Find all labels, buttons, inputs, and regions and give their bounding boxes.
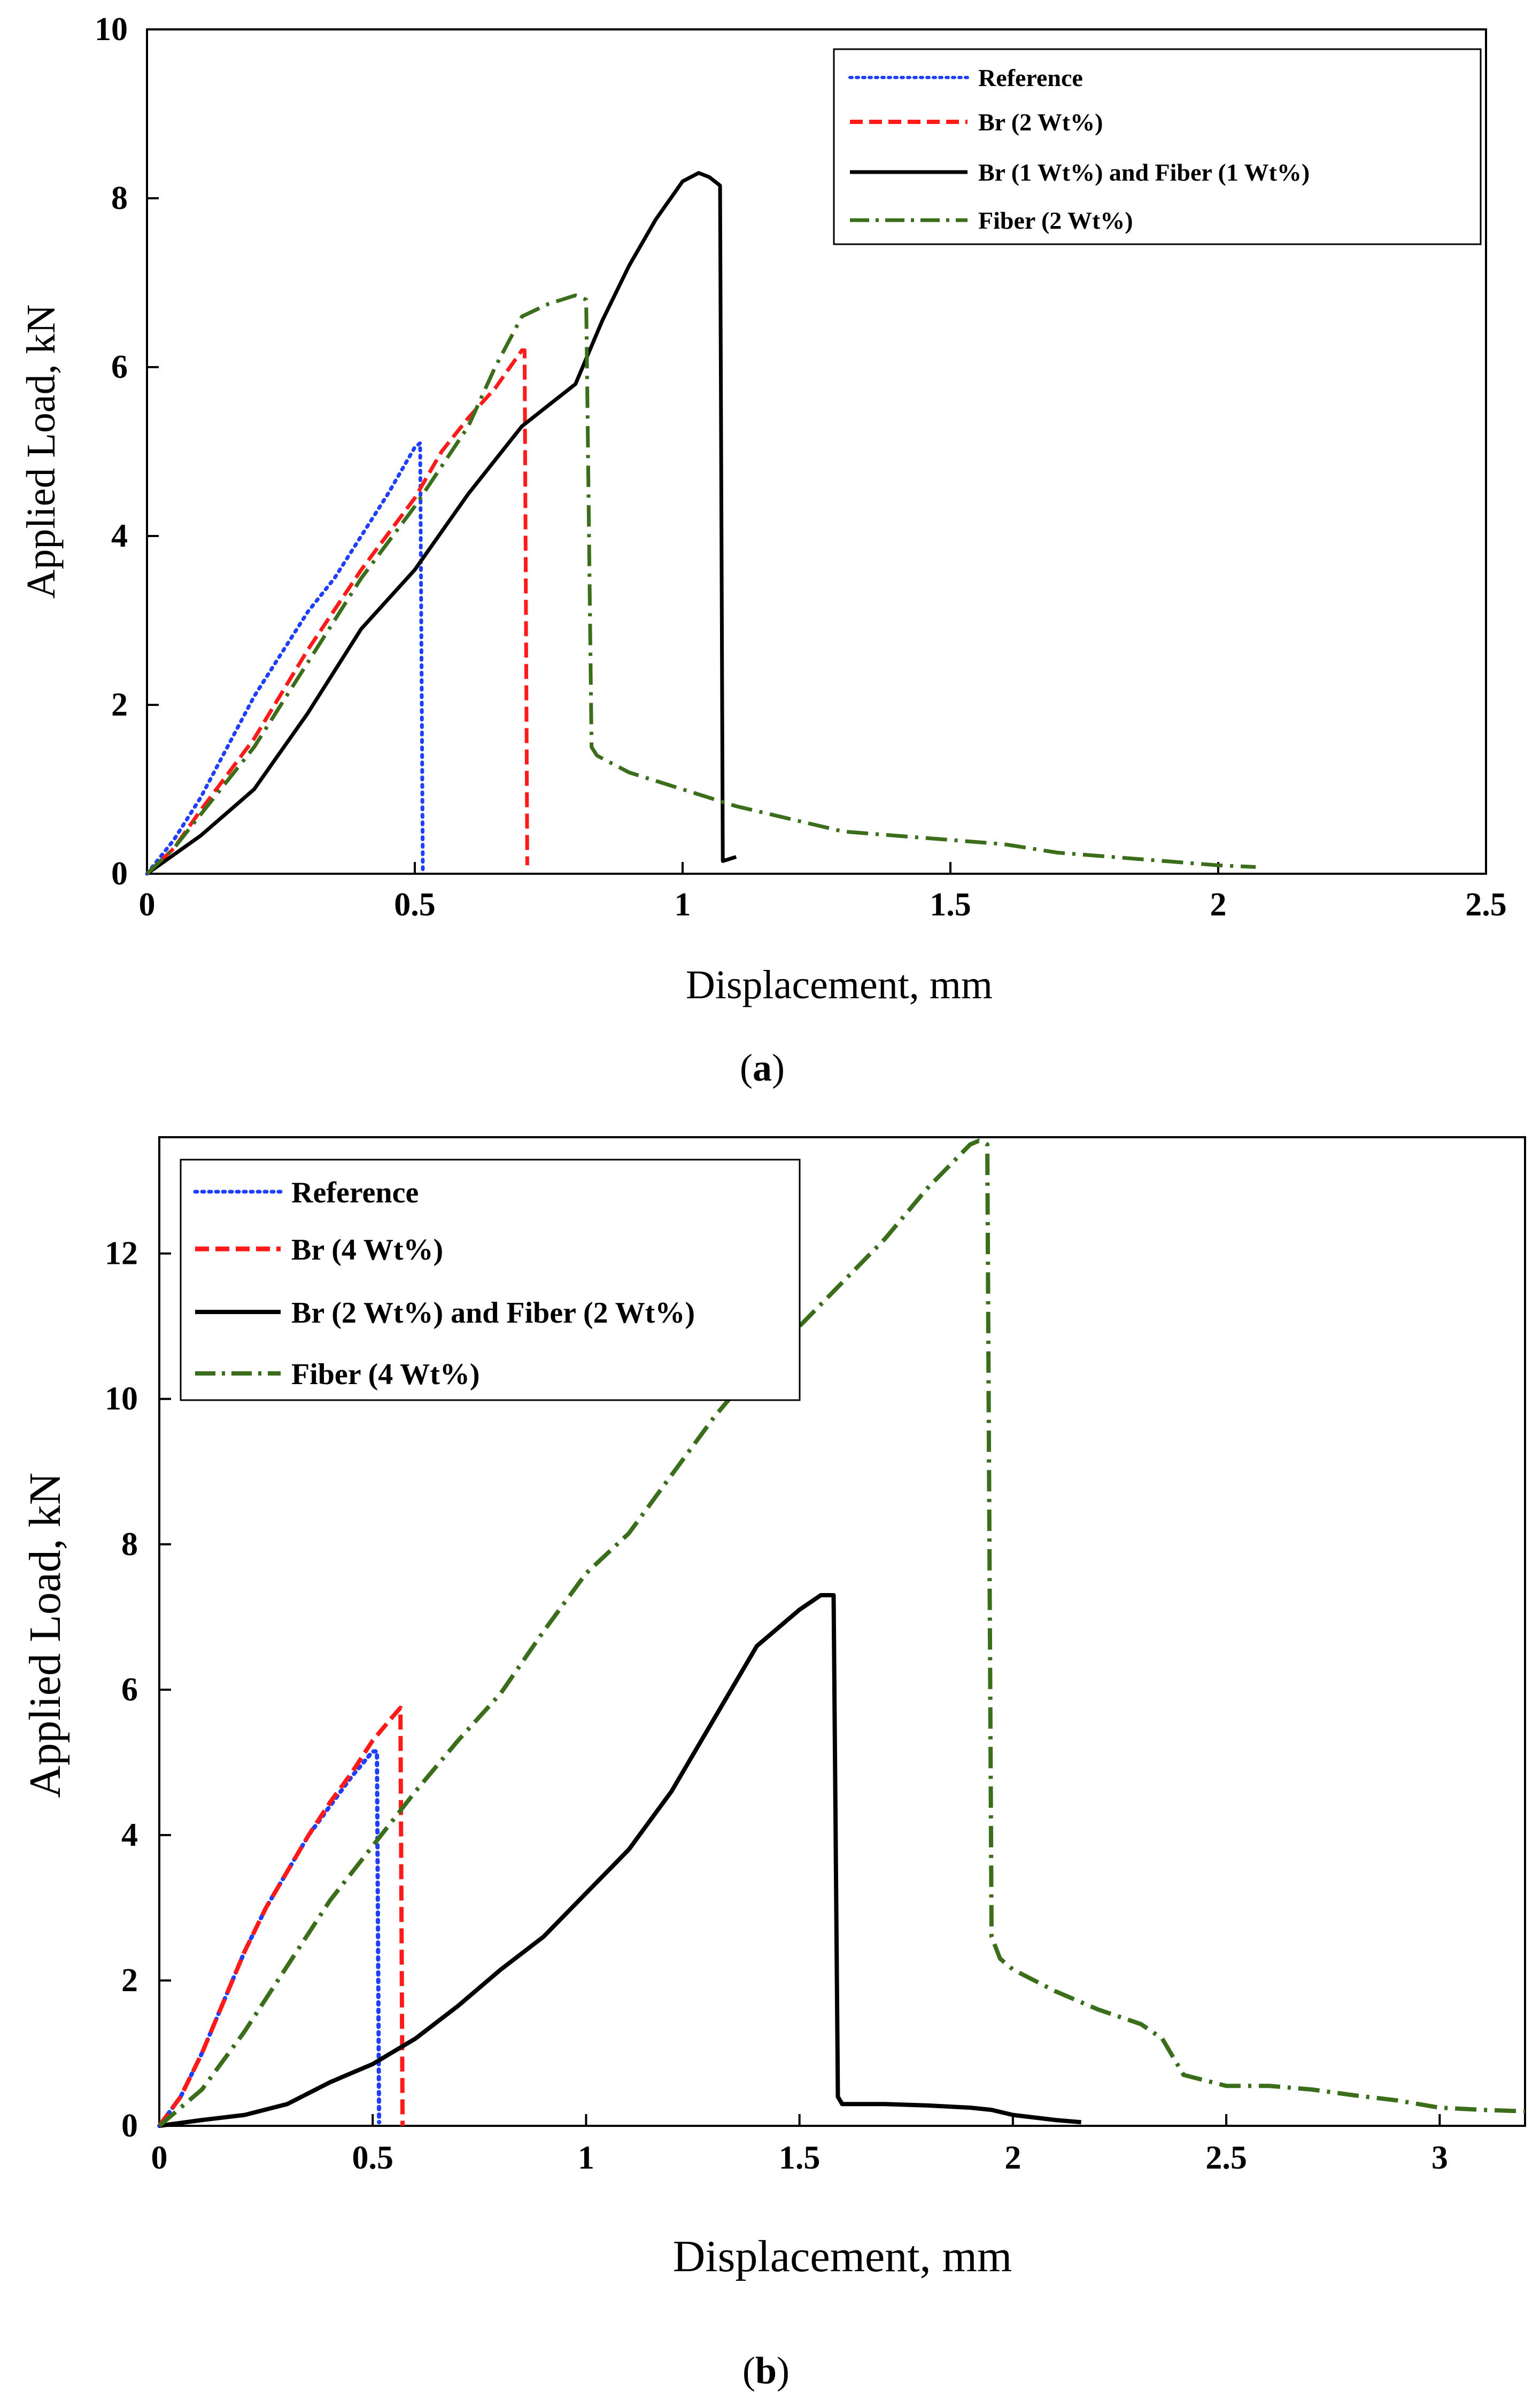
x-tick-label-b-4: 2 [1004, 2140, 1021, 2176]
legend-label-a-3: Fiber (2 Wt%) [978, 207, 1133, 234]
x-tick-label-a-2: 1 [675, 887, 691, 923]
legend-item-a-1: Br (2 Wt%) [850, 108, 1103, 136]
y-tick-labels-a: 0 2 4 6 8 10 [95, 11, 128, 892]
x-tick-label-b-3: 1.5 [779, 2140, 821, 2176]
x-tick-label-a-1: 0.5 [394, 887, 436, 923]
legend-item-b-0: Reference [193, 1176, 419, 1209]
series-line-b-3 [158, 1138, 1526, 2128]
y-tick-label-b-3: 6 [121, 1672, 138, 1708]
y-tick-label-a-0: 0 [111, 856, 128, 892]
legend-box-b [180, 1159, 801, 1401]
x-tick-label-b-0: 0 [151, 2140, 168, 2176]
legend-item-b-3: Fiber (4 Wt%) [195, 1358, 480, 1391]
series-line-b-1 [157, 1705, 405, 2127]
panel-letter-a: a [753, 1046, 772, 1089]
legend-b: Reference Br (4 Wt%) Br (2 Wt%) and Fibe… [180, 1159, 801, 1401]
y-tick-label-a-5: 10 [95, 11, 128, 48]
y-axis-label-b: Applied Load, kN [20, 1473, 70, 1798]
x-tick-label-b-2: 1 [578, 2140, 594, 2176]
legend-label-b-0: Reference [291, 1176, 419, 1209]
series-line-a-2 [145, 171, 737, 875]
x-tick-label-a-0: 0 [139, 887, 156, 923]
legend-item-a-0: Reference [848, 64, 1083, 91]
y-tick-label-b-4: 8 [121, 1526, 138, 1563]
chart-panel-b: 0 0.5 1 1.5 2 2.5 3 0 2 4 6 8 10 12 Displacement, mm… [20, 1136, 1526, 2392]
series-line-a-1 [145, 348, 529, 875]
panel-label-a: (a) [740, 1046, 785, 1089]
y-axis-label-a: Applied Load, kN [19, 305, 64, 599]
x-axis-label-b: Displacement, mm [673, 2232, 1012, 2281]
y-tick-label-b-6: 12 [105, 1236, 138, 1272]
x-tick-label-b-5: 2.5 [1205, 2140, 1247, 2176]
y-tick-label-a-2: 4 [111, 518, 128, 554]
y-tick-label-b-0: 0 [121, 2108, 138, 2144]
series-lines-b [157, 1138, 1526, 2128]
legend-item-a-2: Br (1 Wt%) and Fiber (1 Wt%) [850, 159, 1310, 186]
x-tick-labels-a: 0 0.5 1 1.5 2 2.5 [139, 887, 1507, 923]
legend-box-a [833, 48, 1482, 245]
x-tick-label-a-5: 2.5 [1465, 887, 1507, 923]
legend-label-a-1: Br (2 Wt%) [978, 108, 1103, 136]
panel-label-b: (b) [742, 2349, 790, 2392]
panel-letter-b: b [755, 2349, 777, 2392]
x-axis-label-a: Displacement, mm [686, 962, 993, 1007]
y-tick-label-a-3: 6 [111, 349, 128, 385]
legend-label-b-3: Fiber (4 Wt%) [291, 1358, 480, 1391]
series-line-b-2 [159, 1593, 1081, 2128]
legend-item-b-2: Br (2 Wt%) and Fiber (2 Wt%) [195, 1296, 695, 1330]
tick-marks-b [158, 1252, 1441, 2127]
legend-item-b-1: Br (4 Wt%) [195, 1233, 443, 1267]
x-tick-labels-b: 0 0.5 1 1.5 2 2.5 3 [151, 2140, 1448, 2176]
y-tick-labels-b: 0 2 4 6 8 10 12 [105, 1236, 138, 2144]
x-tick-label-a-4: 2 [1210, 887, 1227, 923]
legend-label-b-1: Br (4 Wt%) [291, 1233, 443, 1267]
y-tick-label-b-5: 10 [105, 1381, 138, 1417]
series-line-a-3 [145, 293, 1256, 875]
series-lines-a [145, 171, 1256, 876]
legend-label-b-2: Br (2 Wt%) and Fiber (2 Wt%) [291, 1296, 695, 1330]
legend-label-a-2: Br (1 Wt%) and Fiber (1 Wt%) [978, 159, 1310, 186]
legend-label-a-0: Reference [978, 64, 1083, 91]
y-tick-label-a-1: 2 [111, 687, 128, 723]
y-tick-label-b-1: 2 [121, 1962, 138, 1999]
legend-item-a-3: Fiber (2 Wt%) [850, 207, 1133, 234]
x-tick-label-b-6: 3 [1431, 2140, 1448, 2176]
legend-a: Reference Br (2 Wt%) Br (1 Wt%) and Fibe… [833, 48, 1482, 245]
x-tick-label-b-1: 0.5 [352, 2140, 393, 2176]
y-tick-label-a-4: 8 [111, 180, 128, 216]
y-tick-label-b-2: 4 [121, 1817, 138, 1853]
chart-panel-a: 0 0.5 1 1.5 2 2.5 0 2 4 6 8 10 Displacement, mm Ap… [19, 11, 1507, 1089]
series-line-a-0 [145, 441, 425, 876]
x-tick-label-a-3: 1.5 [930, 887, 971, 923]
